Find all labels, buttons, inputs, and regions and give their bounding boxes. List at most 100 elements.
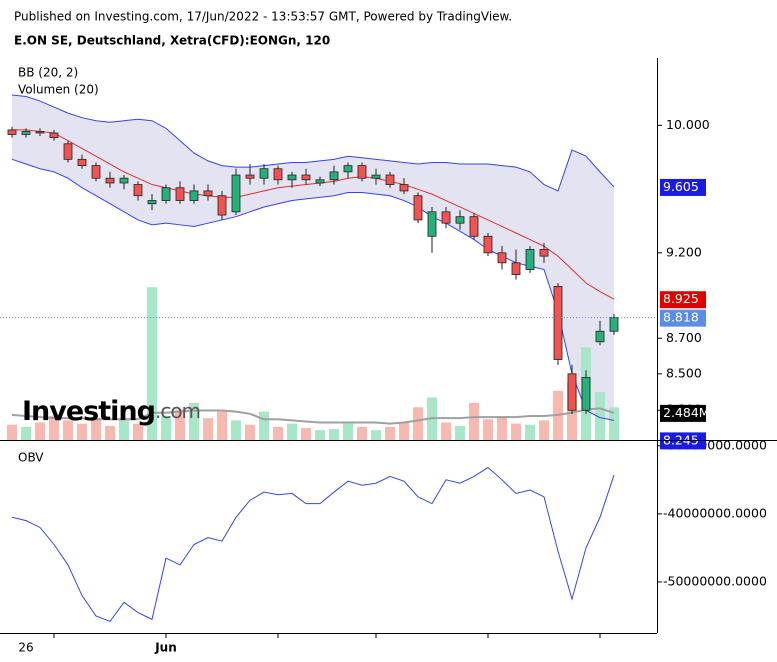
volume-legend: Volumen (20) <box>18 83 99 97</box>
volume-bar <box>357 426 367 440</box>
candle-body <box>35 131 45 134</box>
y-tick-label: 9.200 <box>666 244 702 259</box>
candle-body <box>385 174 395 185</box>
volume-bar <box>371 430 381 440</box>
candle-body <box>301 174 311 181</box>
volume-bar <box>175 409 185 440</box>
candle-body <box>175 187 185 201</box>
watermark-main: Investing <box>22 396 155 427</box>
candle-body <box>455 216 465 224</box>
volume-bar <box>147 287 157 440</box>
watermark: Investing.com <box>22 396 200 427</box>
y-tick-label: 8.700 <box>666 330 702 345</box>
candle-body <box>245 174 255 179</box>
candle-body <box>427 211 437 237</box>
candle-body <box>147 200 157 205</box>
volume-ma-last: 2.484M <box>663 405 710 420</box>
candle-body <box>217 195 227 216</box>
volume-bar <box>77 423 87 440</box>
volume-bar <box>105 425 115 440</box>
candle-body <box>105 177 115 184</box>
volume-bar <box>49 415 59 440</box>
bb-legend: BB (20, 2) <box>18 66 78 80</box>
volume-bar <box>21 426 31 440</box>
volume-bar <box>511 423 521 440</box>
bb-upper-last: 9.605 <box>663 179 699 194</box>
candle-body <box>77 158 87 166</box>
candle-body <box>231 174 241 213</box>
volume-ma <box>11 407 615 425</box>
volume-bar <box>525 424 535 440</box>
bb-lower-last: 8.245 <box>663 432 699 447</box>
volume-bar <box>91 418 101 440</box>
candle-body <box>91 165 101 179</box>
close-last-box <box>660 309 706 327</box>
candle-body <box>329 171 339 181</box>
candle-body <box>203 190 213 197</box>
candle-body <box>483 235 493 254</box>
candle-body <box>49 132 59 138</box>
candle-body <box>21 131 31 135</box>
candle-body <box>525 249 535 270</box>
candle-body <box>441 211 451 224</box>
obv-tick-label: -50000000.0000 <box>663 573 767 588</box>
volume-bar <box>497 415 507 440</box>
candle-body <box>273 168 283 181</box>
volume-bar <box>539 420 549 440</box>
candle-body <box>7 129 17 135</box>
candle-body <box>469 216 479 237</box>
candle-body <box>287 174 297 181</box>
bb-middle-last: 8.925 <box>663 291 699 306</box>
volume-bar <box>413 407 423 440</box>
candle-body <box>371 174 381 179</box>
candle-body <box>567 373 577 411</box>
obv-tick-label: -40000000.0000 <box>663 505 767 520</box>
volume-bar <box>609 407 619 440</box>
candle-body <box>133 184 143 197</box>
volume-bar <box>189 402 199 440</box>
volume-bar <box>287 423 297 440</box>
volume-bar <box>273 426 283 440</box>
obv-legend: OBV <box>18 451 44 465</box>
x-tick-label: 26 <box>18 641 33 655</box>
volume-bar <box>595 391 605 440</box>
watermark-suffix: .com <box>155 399 200 423</box>
volume-bar <box>63 420 73 440</box>
y-tick-label: 10.000 <box>666 117 710 132</box>
obv-line <box>11 466 615 623</box>
candle-body <box>161 187 171 201</box>
volume-bar <box>161 415 171 440</box>
volume-bar <box>399 422 409 440</box>
bb-fill <box>12 95 614 421</box>
bb-middle-last-box <box>660 291 706 309</box>
volume-bar <box>343 423 353 440</box>
candle-body <box>553 286 563 360</box>
volume-bar <box>35 422 45 440</box>
volume-bar <box>301 427 311 440</box>
volume-bar <box>217 411 227 440</box>
candle-body <box>315 179 325 184</box>
volume-bar <box>119 420 129 440</box>
volume-bar <box>7 424 17 440</box>
candle-body <box>343 165 353 173</box>
close-last: 8.818 <box>663 310 699 325</box>
candle-body <box>63 143 73 160</box>
candle-body <box>189 190 199 201</box>
volume-bar <box>441 422 451 440</box>
candle-body <box>581 377 591 411</box>
volume-bar <box>385 426 395 440</box>
publish-note: Published on Investing.com, 17/Jun/2022 … <box>14 10 512 24</box>
candle-body <box>539 249 549 257</box>
volume-bar <box>329 429 339 440</box>
x-tick-label: Jun <box>154 641 177 655</box>
candle-body <box>119 177 129 184</box>
candle-body <box>511 262 521 275</box>
volume-bar <box>133 423 143 440</box>
volume-bar <box>245 424 255 440</box>
candle-body <box>413 195 423 221</box>
volume-ma-last-box <box>660 404 706 422</box>
candle-body <box>357 165 367 179</box>
volume-bar <box>203 418 213 440</box>
volume-bar <box>315 430 325 440</box>
